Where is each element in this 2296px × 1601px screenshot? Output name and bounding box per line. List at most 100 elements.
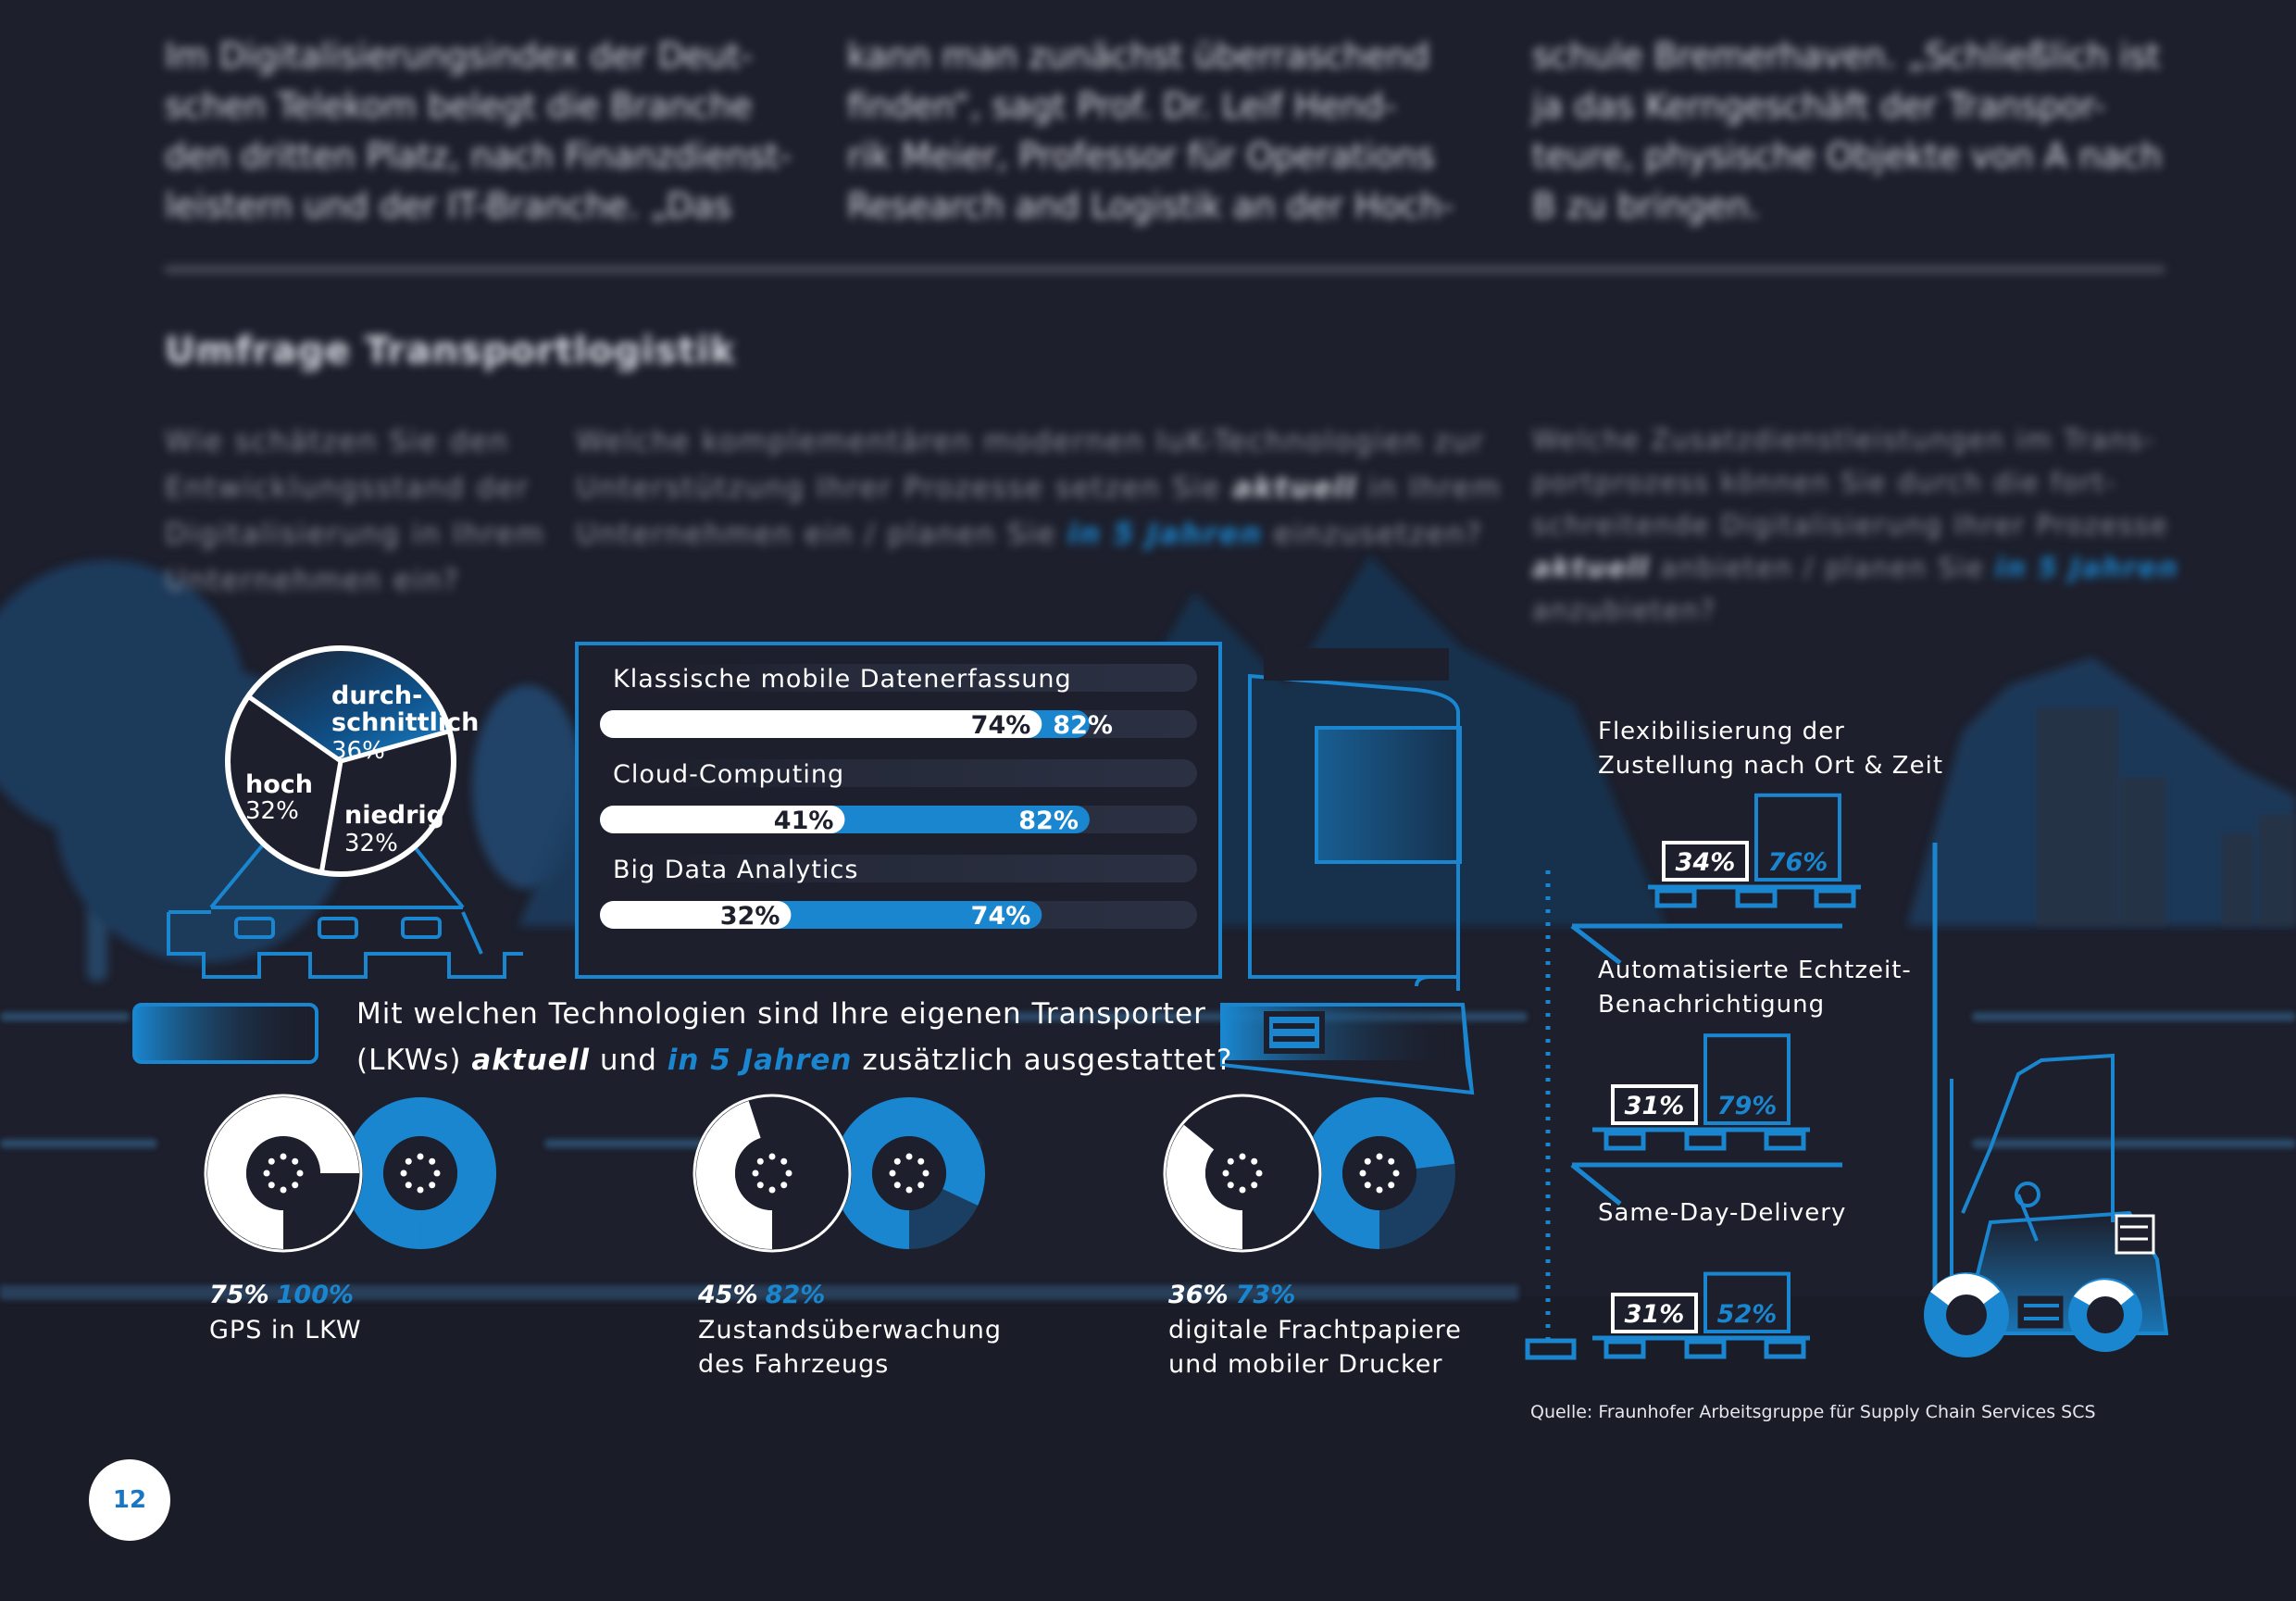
wheel-bolt (1251, 1157, 1258, 1165)
wheel-bolt (768, 1186, 776, 1194)
question-emphasis: in 5 Jahren (1067, 518, 1263, 551)
service-box-future (1703, 1033, 1791, 1125)
wheel-bolt (1255, 1169, 1263, 1177)
service-charts: Flexibilisierung der Zustellung nach Ort … (1598, 718, 1943, 1333)
wheel-bolt (893, 1157, 901, 1165)
donut-future-arc (344, 1097, 497, 1249)
service-label: Flexibilisierung der (1598, 718, 1845, 745)
article-column-1: Im Digitalisierungsindex der Deut- schen… (165, 31, 813, 231)
wheel-bolt (417, 1153, 424, 1160)
article-column-3: schule Bremerhaven. „Schließlich ist ja … (1532, 31, 2180, 231)
donut-value-current: 45% (697, 1281, 758, 1309)
donut-value-future: 73% (1236, 1281, 1296, 1309)
question-text: zusätzlich ausgestattet? (852, 1044, 1233, 1077)
donut-values: 45% 82% (697, 1281, 825, 1309)
service-box-future (1703, 1271, 1791, 1333)
question-line: schreitende Digitalisierung Ihrer Prozes… (1532, 509, 2169, 541)
donut-label: des Fahrzeugs (698, 1350, 889, 1379)
wheel-bolt (429, 1157, 436, 1165)
question-4: Mit welchen Technologien sind Ihre eigen… (356, 991, 1232, 1083)
article-column-2: kann man zunächst überraschend finden“, … (847, 31, 1495, 231)
wheel-bolt (1388, 1157, 1395, 1165)
service-label: Zustellung nach Ort & Zeit (1598, 752, 1943, 780)
bar-category: Big Data Analytics (613, 856, 858, 884)
article-line: leistern und der IT-Branche. „Das (165, 186, 732, 226)
question-3: Welche Zusatzdienstleistungen im Trans- … (1532, 419, 2179, 632)
page-number: 12 (89, 1459, 170, 1541)
donut-hub (1342, 1136, 1416, 1210)
wheel-bolt (268, 1182, 275, 1189)
bar-value-current: 32% (720, 902, 780, 931)
wheel-bolt (780, 1182, 788, 1189)
article-line: schen Telekom belegt die Branche (165, 86, 753, 126)
wheel-bolt (917, 1182, 925, 1189)
wheel-bolt (1364, 1182, 1371, 1189)
wheel-bolt (780, 1157, 788, 1165)
wheel-bolt (280, 1186, 287, 1194)
wheel-bolt (768, 1153, 776, 1160)
article-line: kann man zunächst überraschend (847, 36, 1430, 76)
wheel-bolt (756, 1157, 764, 1165)
bar-value-future: 74% (971, 902, 1031, 931)
bar-value-future: 82% (1053, 711, 1113, 740)
donut-charts: 75% 100% GPS in LKW 45% 82% Zustandsüberwachu… (204, 1094, 1461, 1379)
article-line: ja das Kerngeschäft der Transpor- (1532, 86, 2106, 126)
wheel-bolt (292, 1182, 299, 1189)
donut-current-arc (695, 1101, 772, 1249)
wheel-bolt (1376, 1153, 1383, 1160)
question-text: anbieten / planen Sie (1649, 552, 1995, 583)
label-track (600, 855, 1197, 882)
question-2: Welche komplementären modernen IuK-Techn… (576, 419, 1502, 557)
question-line: (LKWs) aktuell und in 5 Jahren zusätzlic… (356, 1037, 1232, 1083)
wheel-bolt (292, 1157, 299, 1165)
wheel-bolt (785, 1169, 792, 1177)
service-box-current (1611, 1084, 1698, 1125)
question-line: Unterstützung Ihrer Prozesse setzen Sie … (576, 465, 1502, 511)
question-line: aktuell anbieten / planen Sie in 5 Jahre… (1532, 546, 2179, 589)
donut-value-current: 75% (209, 1281, 269, 1309)
wheel-bolt (752, 1169, 759, 1177)
wheel-bolt (905, 1153, 913, 1160)
article-line: Im Digitalisierungsindex der Deut- (165, 36, 753, 76)
pie-label: hoch (245, 770, 313, 799)
wheel-bolt (1364, 1157, 1371, 1165)
wheel-bolt (433, 1169, 441, 1177)
bar-current (600, 901, 792, 929)
wheel-bolt (1251, 1182, 1258, 1189)
pie-outline (225, 645, 456, 877)
wheel-bolt (296, 1169, 304, 1177)
service-value-future: 76% (1768, 848, 1828, 877)
label-track (600, 664, 1197, 692)
question-emphasis: in 5 Jahren (1994, 552, 2179, 583)
bar-chart: Klassische mobile Datenerfassung 74% 82% Cl… (600, 664, 1197, 931)
service-label: Automatisierte Echtzeit- (1598, 957, 1912, 984)
donut-hub (872, 1136, 946, 1210)
question-1: Wie schätzen Sie den Entwicklungsstand d… (165, 419, 545, 604)
bar-category: Klassische mobile Datenerfassung (613, 665, 1072, 694)
pie-label: durch- (331, 682, 422, 710)
pie-label: schnittlich (331, 708, 479, 737)
article-line: den dritten Platz, nach Finanzdienst- (165, 136, 792, 176)
label-track (600, 759, 1197, 787)
wheel-bolt (268, 1157, 275, 1165)
service-value-future: 52% (1717, 1300, 1778, 1329)
wheel-bolt (429, 1182, 436, 1189)
donut-current-arc (207, 1097, 359, 1249)
wheel-bolt (756, 1182, 764, 1189)
question-line: Welche Zusatzdienstleistungen im Trans- (1532, 424, 2155, 456)
donut-values: 36% 73% (1168, 1281, 1295, 1309)
question-line: Welche komplementären modernen IuK-Techn… (576, 425, 1485, 458)
service-label: Benachrichtigung (1598, 991, 1825, 1019)
pie-label: niedrig (344, 801, 444, 830)
wheel-bolt (922, 1169, 930, 1177)
donut-hub (1205, 1136, 1279, 1210)
service-box-current (1662, 841, 1749, 882)
section-title: Umfrage Transportlogistik (165, 330, 736, 372)
wheel-bolt (905, 1186, 913, 1194)
donut-current-arc (1167, 1124, 1242, 1249)
donut-label: Zustandsüberwachung (698, 1316, 1002, 1345)
question-line: Unternehmen ein? (165, 564, 460, 597)
